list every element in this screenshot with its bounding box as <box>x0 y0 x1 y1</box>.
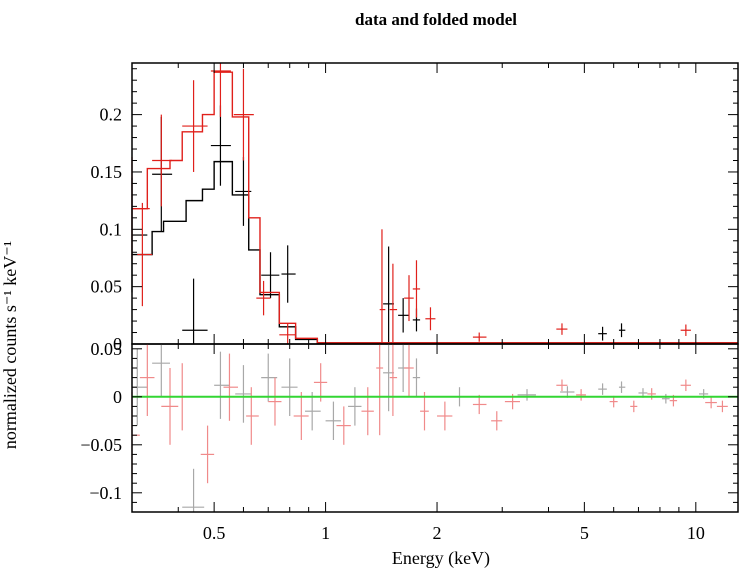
bottom-frame <box>131 343 739 513</box>
residual-point-series-1 <box>412 358 421 397</box>
residual-point-series-2 <box>680 379 691 392</box>
y-tick-label: −0.05 <box>80 435 122 455</box>
residual-point-series-2 <box>491 411 503 431</box>
residual-point-series-1 <box>598 383 607 395</box>
residual-point-series-1 <box>305 392 321 431</box>
residual-point-series-2 <box>139 344 155 416</box>
data-point-series-1 <box>398 298 410 333</box>
data-point-series-2 <box>412 260 421 318</box>
top-panel: 0 0.05 0.1 0.15 0.2 <box>91 62 739 354</box>
data-point-series-1 <box>261 252 280 299</box>
residual-point-series-2 <box>200 425 215 484</box>
data-point-series-2 <box>233 68 254 161</box>
chart-title: data and folded model <box>355 10 517 29</box>
data-point-series-2 <box>556 323 568 335</box>
top-frame <box>131 62 739 345</box>
data-point-series-2 <box>182 80 208 172</box>
y-tick-label: 0.15 <box>91 162 123 182</box>
bottom-ticks: 0.5 1 2 5 10 −0.1 −0.05 0 0.05 <box>80 339 738 543</box>
residual-point-series-1 <box>618 381 626 393</box>
bottom-panel: 0.5 1 2 5 10 −0.1 −0.05 0 0.05 <box>80 339 739 543</box>
bottom-plot-area <box>131 344 738 512</box>
y-tick-label: 0.1 <box>100 219 123 239</box>
residual-point-series-1 <box>281 358 298 416</box>
residual-point-series-2 <box>576 389 586 401</box>
residual-point-series-2 <box>161 368 179 445</box>
y-tick-label: 0 <box>113 334 122 354</box>
model-line-series-2 <box>132 71 738 344</box>
data-point-series-1 <box>618 323 626 338</box>
y-tick-label: 0.05 <box>91 339 123 359</box>
residual-point-series-2 <box>647 388 656 400</box>
x-tick-label: 2 <box>433 523 442 543</box>
x-axis-label: Energy (keV) <box>392 548 490 569</box>
y-tick-label: −0.1 <box>89 483 122 503</box>
residual-point-series-2 <box>556 379 568 392</box>
top-plot-area <box>131 63 738 344</box>
residual-point-series-1 <box>182 468 205 512</box>
x-tick-label: 1 <box>321 523 330 543</box>
residual-point-series-2 <box>361 387 374 436</box>
data-point-series-2 <box>137 202 153 307</box>
residual-point-series-2 <box>336 406 351 445</box>
model-line-series-1 <box>132 160 738 344</box>
residual-point-series-2 <box>404 344 414 397</box>
residual-point-series-1 <box>348 387 362 426</box>
data-point-series-2 <box>279 323 296 344</box>
residual-point-series-2 <box>268 377 282 426</box>
y-axis-label: normalized counts s⁻¹ keV⁻¹ <box>0 241 20 449</box>
y-tick-label: 0.05 <box>91 277 123 297</box>
data-point-series-2 <box>152 114 173 207</box>
y-tick-label: 0 <box>113 387 122 407</box>
data-point-series-2 <box>389 263 398 344</box>
residual-point-series-2 <box>716 400 728 413</box>
data-point-series-2 <box>256 280 271 316</box>
data-point-series-2 <box>680 324 691 336</box>
residual-point-series-1 <box>235 365 252 423</box>
data-point-series-2 <box>379 229 386 344</box>
residual-point-series-2 <box>389 344 398 416</box>
data-point-series-2 <box>404 275 414 322</box>
residual-point-series-2 <box>472 394 487 415</box>
residual-point-series-1 <box>325 401 341 440</box>
data-point-series-1 <box>281 245 296 303</box>
data-point-series-1 <box>182 278 208 344</box>
residual-point-series-2 <box>437 401 453 431</box>
residual-point-series-1 <box>661 393 670 404</box>
x-tick-label: 0.5 <box>203 523 226 543</box>
data-point-series-2 <box>425 307 436 331</box>
x-tick-label: 10 <box>687 523 705 543</box>
data-point-series-1 <box>210 105 231 186</box>
data-point-series-2 <box>472 332 487 342</box>
residual-point-series-1 <box>152 344 171 397</box>
residual-point-series-2 <box>705 396 717 409</box>
residual-point-series-2 <box>630 400 638 413</box>
data-point-series-1 <box>383 246 394 344</box>
residual-point-series-1 <box>383 344 394 412</box>
x-tick-label: 5 <box>580 523 589 543</box>
residual-point-series-2 <box>223 353 238 421</box>
top-ticks: 0 0.05 0.1 0.15 0.2 <box>91 63 738 354</box>
residual-point-series-2 <box>420 392 429 431</box>
residual-point-series-1 <box>517 389 536 401</box>
residual-point-series-1 <box>214 351 230 419</box>
y-tick-label: 0.2 <box>100 105 123 125</box>
residual-point-series-2 <box>293 392 309 440</box>
data-point-series-1 <box>598 326 607 341</box>
residual-point-series-2 <box>313 363 328 402</box>
residual-point-series-2 <box>376 344 384 436</box>
data-point-series-1 <box>152 116 173 232</box>
